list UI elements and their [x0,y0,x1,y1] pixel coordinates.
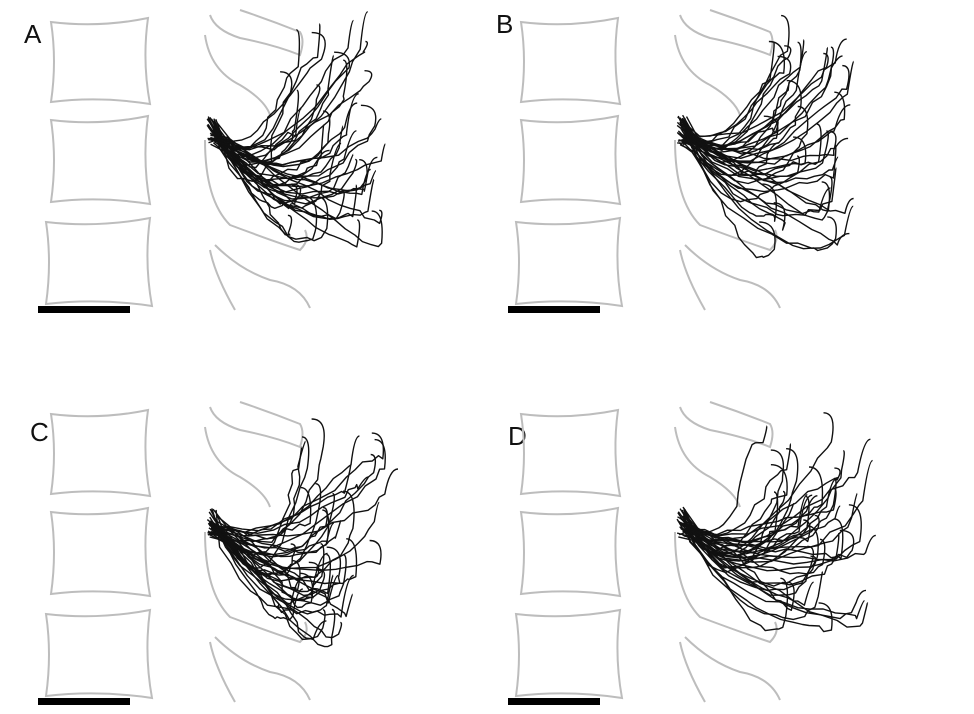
vertebral-body [51,508,150,596]
panel-label: C [30,417,49,447]
trace [678,39,847,137]
vertebral-body [51,410,150,496]
vertebral-body [516,218,622,306]
vertebral-body [46,218,152,306]
posterior-element [210,637,310,702]
trace [680,46,791,142]
posterior-element [680,637,780,702]
posterior-element [205,427,270,507]
trace [684,47,833,150]
posterior-element [675,35,740,115]
posterior-element [675,427,740,507]
vertebral-body [521,18,620,104]
scale-bar [38,306,130,313]
vertebral-body [521,116,620,204]
posterior-element [210,402,303,447]
posterior-element [680,10,773,55]
figure: A B C D [0,0,974,714]
vertebral-body [521,410,620,496]
posterior-element [680,402,773,447]
trace [217,123,382,247]
panel-label: A [24,19,42,49]
posterior-element [210,10,303,55]
posterior-element [210,245,310,310]
vertebral-body [516,610,622,698]
vertebral-body [46,610,152,698]
trace [208,469,398,536]
page: A B C D (() => { const data = JSON.parse… [0,0,974,714]
scale-bar [508,698,600,705]
scale-bar [508,306,600,313]
posterior-element [205,35,270,115]
panel-label: B [496,9,513,39]
posterior-element [680,245,780,310]
vertebral-body [51,116,150,204]
vertebral-body [521,508,620,596]
vertebral-body [51,18,150,104]
scale-bar [38,698,130,705]
